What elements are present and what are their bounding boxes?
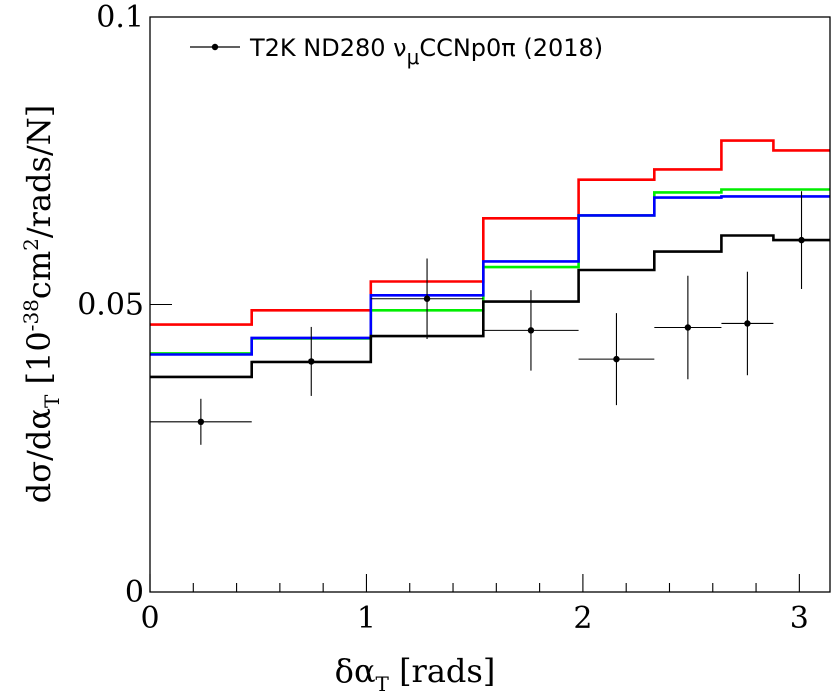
data-point-3: [370, 258, 484, 339]
data-marker: [798, 236, 805, 244]
data-points-group: [150, 191, 830, 445]
data-point-7: [721, 271, 774, 376]
model-series-2-line: [150, 188, 830, 355]
x-tick-label: 3: [790, 601, 809, 636]
data-marker: [684, 324, 692, 331]
data-point-6: [654, 275, 722, 380]
x-tick-label: 2: [573, 601, 592, 636]
y-tick-label: 0: [125, 575, 144, 610]
data-marker: [308, 358, 315, 365]
x-tick-label: 0: [140, 601, 159, 636]
data-marker: [197, 418, 205, 425]
x-tick-label: 1: [357, 601, 376, 636]
x-axis-title: δαT [rads]: [335, 652, 496, 693]
axis-ticks-group: 0 1 2 3 0 0.05 0.1: [77, 0, 809, 636]
data-point-1: [150, 398, 252, 445]
legend-marker-dot: [211, 43, 219, 51]
data-marker: [744, 320, 751, 327]
data-point-4: [483, 290, 579, 371]
plot-frame: [149, 16, 831, 593]
data-marker: [527, 327, 535, 334]
legend: T2K ND280 νμCCNp0π (2018): [190, 34, 603, 69]
data-marker: [423, 295, 431, 302]
y-tick-label: 0.05: [77, 288, 144, 323]
model-series-group: [150, 139, 830, 379]
legend-entry-data: T2K ND280 νμCCNp0π (2018): [249, 34, 603, 69]
model-series-1-line: [150, 139, 830, 326]
data-marker: [613, 355, 620, 363]
y-axis-title: dσ/dαT [10-38cm2/rads/N]: [19, 105, 64, 503]
model-series-3-line: [150, 195, 830, 356]
data-point-2: [251, 326, 371, 396]
data-point-5: [578, 313, 655, 406]
y-tick-label: 0.1: [96, 0, 144, 35]
data-point-8: [773, 191, 830, 289]
